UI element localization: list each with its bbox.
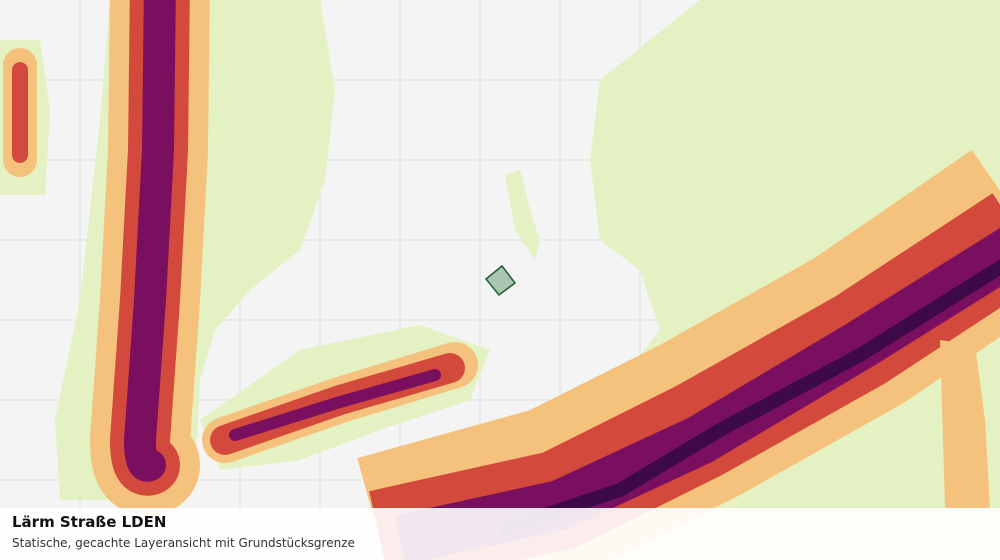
info-panel: Lärm Straße LDEN Statische, gecachte Lay… (0, 508, 1000, 560)
layer-subtitle: Statische, gecachte Layeransicht mit Gru… (12, 536, 355, 550)
noise-road-branch (202, 342, 478, 463)
noise-zone-east (940, 340, 990, 508)
layer-title: Lärm Straße LDEN (12, 513, 167, 531)
noise-road-vertical (90, 0, 210, 515)
parcel-boundary (484, 264, 517, 297)
